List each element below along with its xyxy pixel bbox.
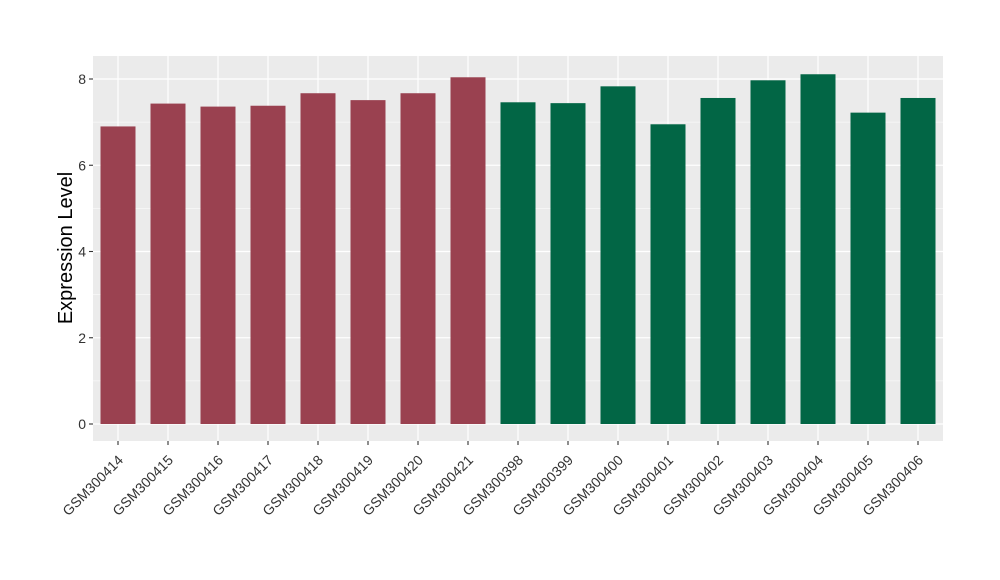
bar <box>200 106 236 424</box>
bar <box>350 100 386 424</box>
bar <box>650 124 686 424</box>
bars <box>100 74 936 425</box>
y-tick-label: 0 <box>78 416 86 432</box>
bar <box>600 86 636 425</box>
bar <box>300 93 336 424</box>
bar <box>700 97 736 424</box>
y-tick-label: 2 <box>78 330 86 346</box>
bar <box>550 103 586 425</box>
y-tick-label: 8 <box>78 71 86 87</box>
bar <box>150 103 186 425</box>
bar <box>400 93 436 424</box>
bar <box>800 74 836 424</box>
bar <box>850 112 886 424</box>
x-axis: GSM300414GSM300415GSM300416GSM300417GSM3… <box>59 441 926 519</box>
y-axis-title: Expression Level <box>55 172 77 324</box>
bar <box>750 80 786 424</box>
bar <box>500 102 536 424</box>
bar <box>250 105 286 425</box>
y-axis: 0 2 4 6 8 <box>78 71 93 432</box>
bar <box>450 77 486 425</box>
bar <box>100 126 136 424</box>
y-tick-label: 4 <box>78 244 86 260</box>
bar <box>900 97 936 424</box>
y-tick-label: 6 <box>78 157 86 173</box>
